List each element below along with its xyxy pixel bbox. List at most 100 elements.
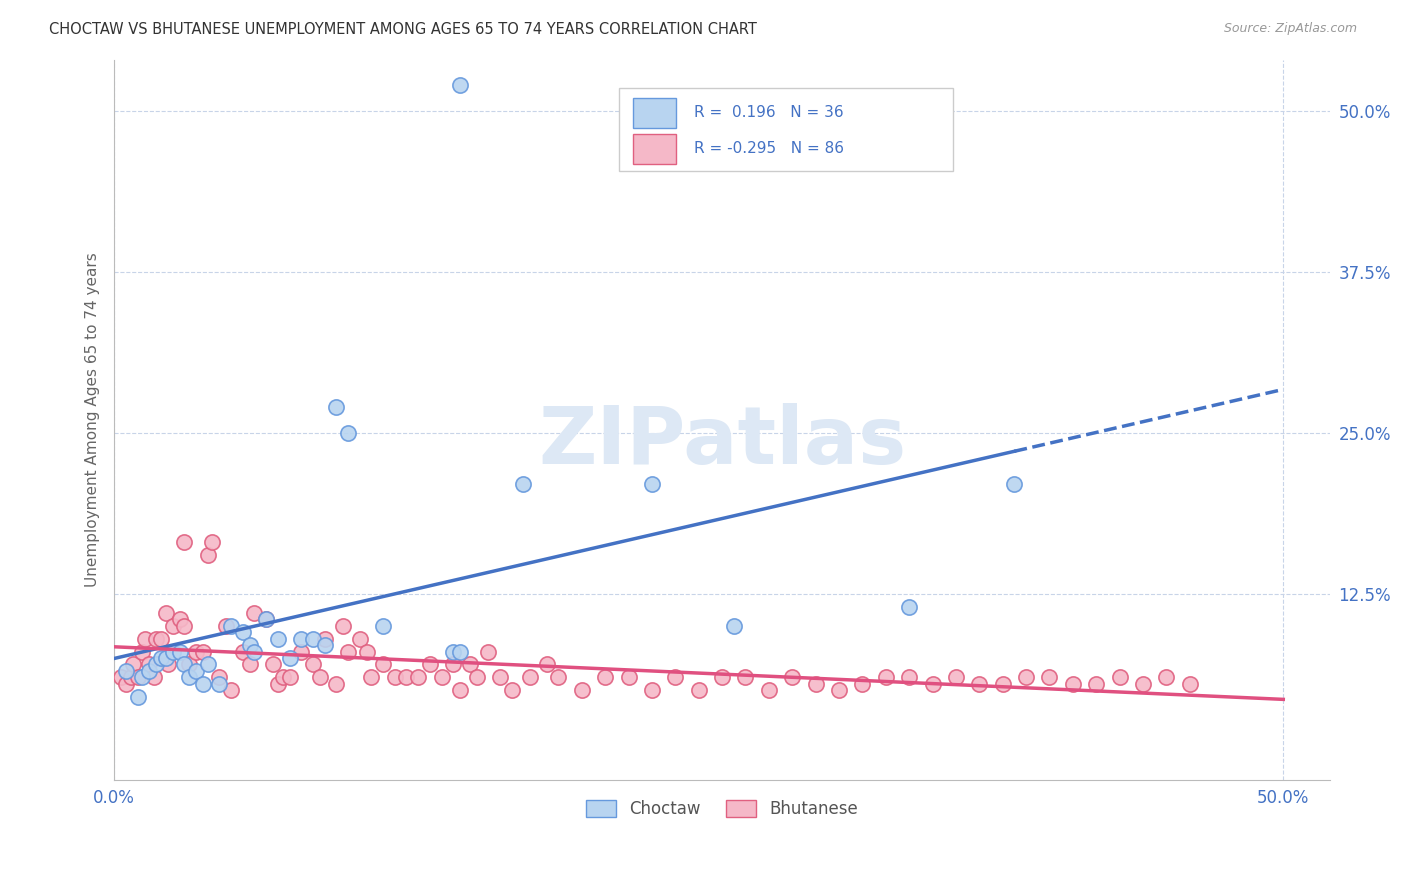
Point [1178, 677, 1201, 691]
Point [617, 670, 640, 684]
Point [177, 657, 200, 672]
Y-axis label: Unemployment Among Ages 65 to 74 years: Unemployment Among Ages 65 to 74 years [86, 252, 100, 587]
Point [155, 651, 177, 665]
Point [875, 670, 897, 684]
Point [921, 677, 943, 691]
Point [384, 670, 406, 684]
Point [169, 644, 191, 658]
Point [254, 612, 277, 626]
Point [149, 651, 172, 665]
Point [337, 425, 360, 440]
Point [349, 632, 371, 646]
Point [191, 644, 214, 658]
Point [441, 644, 464, 658]
Point [851, 677, 873, 691]
Point [138, 657, 160, 672]
Point [945, 670, 967, 684]
Point [290, 644, 312, 658]
Point [1085, 677, 1108, 691]
Point [734, 670, 756, 684]
Point [449, 644, 471, 658]
Point [278, 670, 301, 684]
Point [208, 670, 231, 684]
Point [115, 677, 138, 691]
Point [419, 657, 441, 672]
Point [395, 670, 418, 684]
Point [449, 78, 471, 93]
Point [232, 644, 254, 658]
Point [512, 477, 534, 491]
Point [314, 638, 336, 652]
Point [197, 548, 219, 562]
Point [991, 677, 1014, 691]
Text: R =  0.196   N = 36: R = 0.196 N = 36 [695, 105, 844, 120]
Point [232, 625, 254, 640]
Point [309, 670, 332, 684]
Point [239, 638, 262, 652]
Point [371, 619, 394, 633]
Point [458, 657, 481, 672]
Point [197, 657, 219, 672]
Point [536, 657, 558, 672]
Point [489, 670, 512, 684]
Point [243, 606, 266, 620]
Point [1002, 477, 1025, 491]
Point [441, 657, 464, 672]
Point [1015, 670, 1038, 684]
Point [1062, 677, 1084, 691]
FancyBboxPatch shape [619, 88, 953, 171]
Point [519, 670, 541, 684]
Point [360, 670, 382, 684]
Point [173, 657, 195, 672]
Point [898, 670, 921, 684]
Point [465, 670, 488, 684]
Point [406, 670, 429, 684]
Point [173, 619, 195, 633]
Point [149, 632, 172, 646]
Point [201, 535, 224, 549]
Point [325, 677, 347, 691]
Point [138, 664, 160, 678]
Point [243, 644, 266, 658]
Point [173, 535, 195, 549]
Point [208, 677, 231, 691]
Point [162, 619, 184, 633]
Legend: Choctaw, Bhutanese: Choctaw, Bhutanese [578, 791, 866, 826]
Point [828, 683, 851, 698]
Point [1038, 670, 1060, 684]
Point [371, 657, 394, 672]
Point [711, 670, 734, 684]
Point [314, 632, 336, 646]
Point [332, 619, 354, 633]
Text: Source: ZipAtlas.com: Source: ZipAtlas.com [1223, 22, 1357, 36]
Point [898, 599, 921, 614]
Text: R = -0.295   N = 86: R = -0.295 N = 86 [695, 142, 844, 156]
Point [969, 677, 991, 691]
Point [219, 683, 242, 698]
Point [215, 619, 238, 633]
Point [122, 657, 145, 672]
Point [155, 606, 177, 620]
Point [302, 632, 325, 646]
Point [142, 670, 165, 684]
Point [337, 644, 360, 658]
Text: ZIPatlas: ZIPatlas [538, 402, 907, 481]
Point [1108, 670, 1130, 684]
Point [641, 477, 664, 491]
Point [127, 670, 149, 684]
Point [184, 644, 207, 658]
Point [723, 619, 745, 633]
Point [134, 632, 156, 646]
Point [145, 632, 167, 646]
Point [219, 619, 242, 633]
Point [177, 670, 200, 684]
Point [156, 657, 179, 672]
Point [430, 670, 453, 684]
Point [127, 690, 149, 704]
Point [688, 683, 710, 698]
Point [169, 612, 191, 626]
Point [1132, 677, 1154, 691]
Point [145, 657, 167, 672]
Point [254, 612, 277, 626]
Point [115, 664, 138, 678]
